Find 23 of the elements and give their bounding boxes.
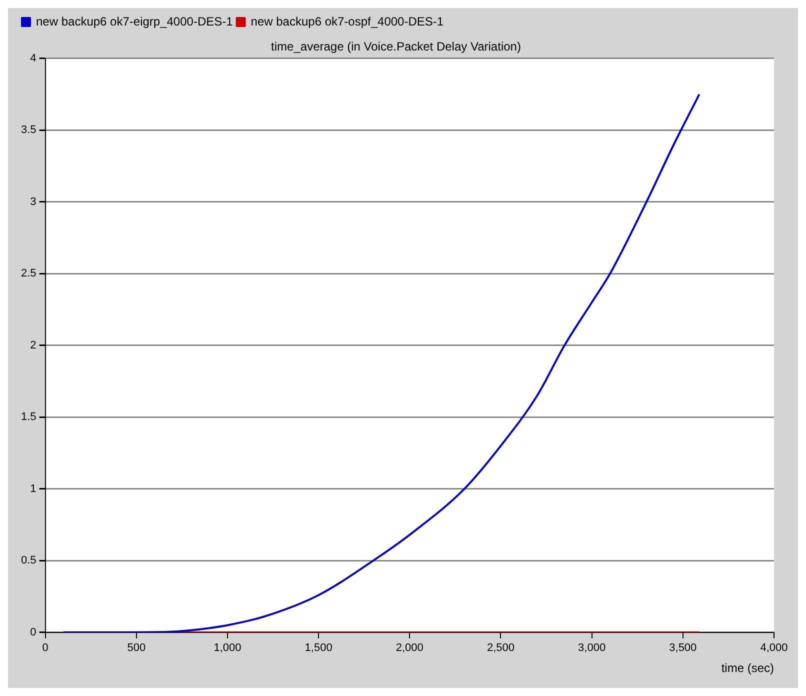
y-tick-label: 0.5 <box>20 554 36 567</box>
legend-label: new backup6 ok7-ospf_4000-DES-1 <box>250 14 444 28</box>
x-tick-label: 3,000 <box>578 642 606 654</box>
x-tick-label: 0 <box>42 642 48 654</box>
y-tick-label: 2.5 <box>20 268 36 280</box>
x-tick-label: 4,000 <box>760 642 788 654</box>
line-series <box>62 93 700 632</box>
y-tick-label: 3.5 <box>20 124 36 136</box>
x-tick-label: 2,000 <box>396 642 424 654</box>
y-tick-label: 1 <box>30 482 36 495</box>
y-tick-label: 3 <box>30 196 36 208</box>
x-tick-label: 500 <box>127 642 146 654</box>
y-tick-label: 4 <box>30 52 36 64</box>
y-tick-label: 1.5 <box>20 411 36 424</box>
legend-label: new backup6 ok7-eigrp_4000-DES-1 <box>36 14 234 28</box>
y-tick-label: 2 <box>30 339 36 352</box>
x-tick-label: 1,000 <box>214 642 242 654</box>
x-axis-title: time (sec) <box>721 661 774 676</box>
x-tick-label: 2,500 <box>486 642 514 654</box>
y-tick-label: 0 <box>30 626 36 638</box>
x-tick-label: 1,500 <box>304 642 332 654</box>
x-tick-label: 3,500 <box>669 642 697 654</box>
chart-title: time_average (in Voice.Packet Delay Variation) <box>271 40 521 54</box>
